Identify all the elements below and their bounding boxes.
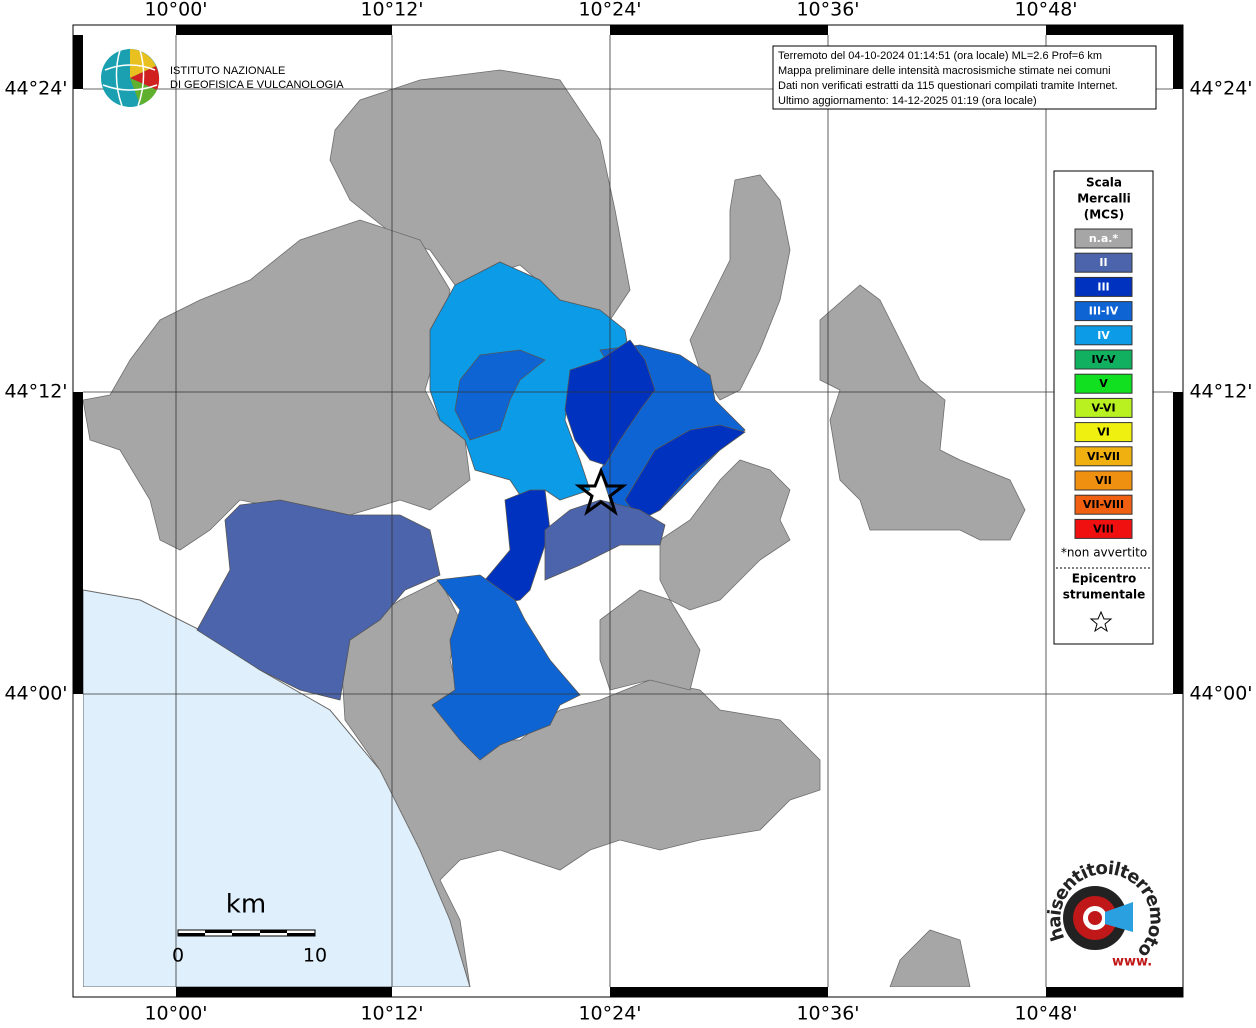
logo-text: ISTITUTO NAZIONALE — [170, 65, 285, 77]
legend-swatch — [1074, 252, 1133, 273]
intensity-municipalities — [196, 261, 746, 761]
legend-swatch — [1074, 422, 1133, 443]
info-text: Terremoto del 04-10-2024 01:14:51 (ora l… — [778, 50, 1118, 107]
legend-label: VI-VII — [1087, 450, 1120, 463]
legend-label: II — [1099, 256, 1107, 269]
legend-label: V — [1099, 377, 1108, 390]
legend: ScalaMercalli(MCS)n.a.*IIIIIIII-IVIVIV-V… — [1061, 176, 1147, 602]
legend-swatch — [1074, 518, 1133, 539]
legend-swatch — [1074, 446, 1133, 467]
legend-label: VIII — [1093, 522, 1114, 535]
scale-label: 0 — [172, 945, 184, 967]
x-axis-label: 10°12' — [360, 1003, 423, 1025]
legend-label: IV — [1097, 329, 1110, 342]
legend-swatch — [1074, 325, 1133, 346]
x-axis-label: 10°48' — [1014, 0, 1077, 21]
x-axis-label: 10°00' — [144, 1003, 207, 1025]
legend-swatch — [1074, 349, 1133, 370]
legend-swatch — [1074, 301, 1133, 322]
scale-unit: km — [226, 890, 266, 920]
x-axis-label: 10°12' — [360, 0, 423, 21]
legend-swatch — [1074, 228, 1133, 249]
legend-label: IV-V — [1091, 353, 1116, 366]
y-axis-label: 44°12' — [4, 381, 67, 403]
info-line: Mappa preliminare delle intensità macros… — [778, 65, 1111, 77]
legend-swatch — [1074, 494, 1133, 515]
info-line: Ultimo aggiornamento: 14-12-2025 01:19 (… — [778, 95, 1037, 107]
legend-label: III-IV — [1089, 305, 1119, 318]
y-axis-label: 44°00' — [4, 683, 67, 705]
legend-title: Scala — [1086, 176, 1122, 190]
legend-swatch — [1074, 470, 1133, 491]
scale-bar: km 0 10 — [172, 890, 327, 967]
axis-labels: 10°00' 10°00' 10°12' 10°12' 10°24' 10°24' 10°3… — [4, 0, 1252, 1025]
legend-title: Mercalli — [1077, 192, 1131, 206]
x-axis-label: 10°48' — [1014, 1003, 1077, 1025]
map-area — [83, 35, 1173, 987]
info-line: Terremoto del 04-10-2024 01:14:51 (ora l… — [778, 50, 1102, 62]
legend-label: VII-VIII — [1083, 498, 1124, 511]
legend-note: *non avvertito — [1061, 546, 1147, 560]
legend-swatch — [1074, 276, 1133, 297]
logo-text: DI GEOFISICA E VULCANOLOGIA — [170, 79, 344, 91]
legend-epicenter: Epicentro — [1072, 572, 1137, 586]
info-line: Dati non verificati estratti da 115 ques… — [778, 80, 1118, 92]
watermark-prefix: www. — [1112, 955, 1152, 970]
legend-label: VI — [1097, 426, 1110, 439]
ingv-logo: ISTITUTO NAZIONALE DI GEOFISICA E VULCAN… — [101, 49, 344, 107]
x-axis-label: 10°00' — [144, 0, 207, 21]
y-axis-label: 44°00' — [1189, 683, 1252, 705]
legend-swatch — [1074, 373, 1133, 394]
legend-label: III — [1097, 280, 1109, 293]
frame-bars — [73, 25, 1183, 997]
legend-star — [1089, 610, 1113, 633]
scale-label: 10 — [303, 945, 327, 967]
legend-label: V-VI — [1091, 401, 1115, 414]
y-axis-label: 44°24' — [4, 78, 67, 100]
x-axis-label: 10°36' — [796, 1003, 859, 1025]
legend-epicenter: strumentale — [1063, 588, 1146, 602]
grey-municipalities — [83, 69, 1026, 987]
legend-label: VII — [1095, 474, 1112, 487]
epicenter-star — [574, 466, 628, 516]
legend-title: (MCS) — [1084, 208, 1125, 222]
legend-swatch — [1074, 397, 1133, 418]
info-box — [772, 45, 1157, 110]
y-axis-label: 44°24' — [1189, 78, 1252, 100]
y-axis-label: 44°12' — [1189, 381, 1252, 403]
legend-label: n.a.* — [1089, 232, 1119, 245]
x-axis-label: 10°36' — [796, 0, 859, 21]
x-axis-label: 10°24' — [578, 1003, 641, 1025]
x-axis-label: 10°24' — [578, 0, 641, 21]
